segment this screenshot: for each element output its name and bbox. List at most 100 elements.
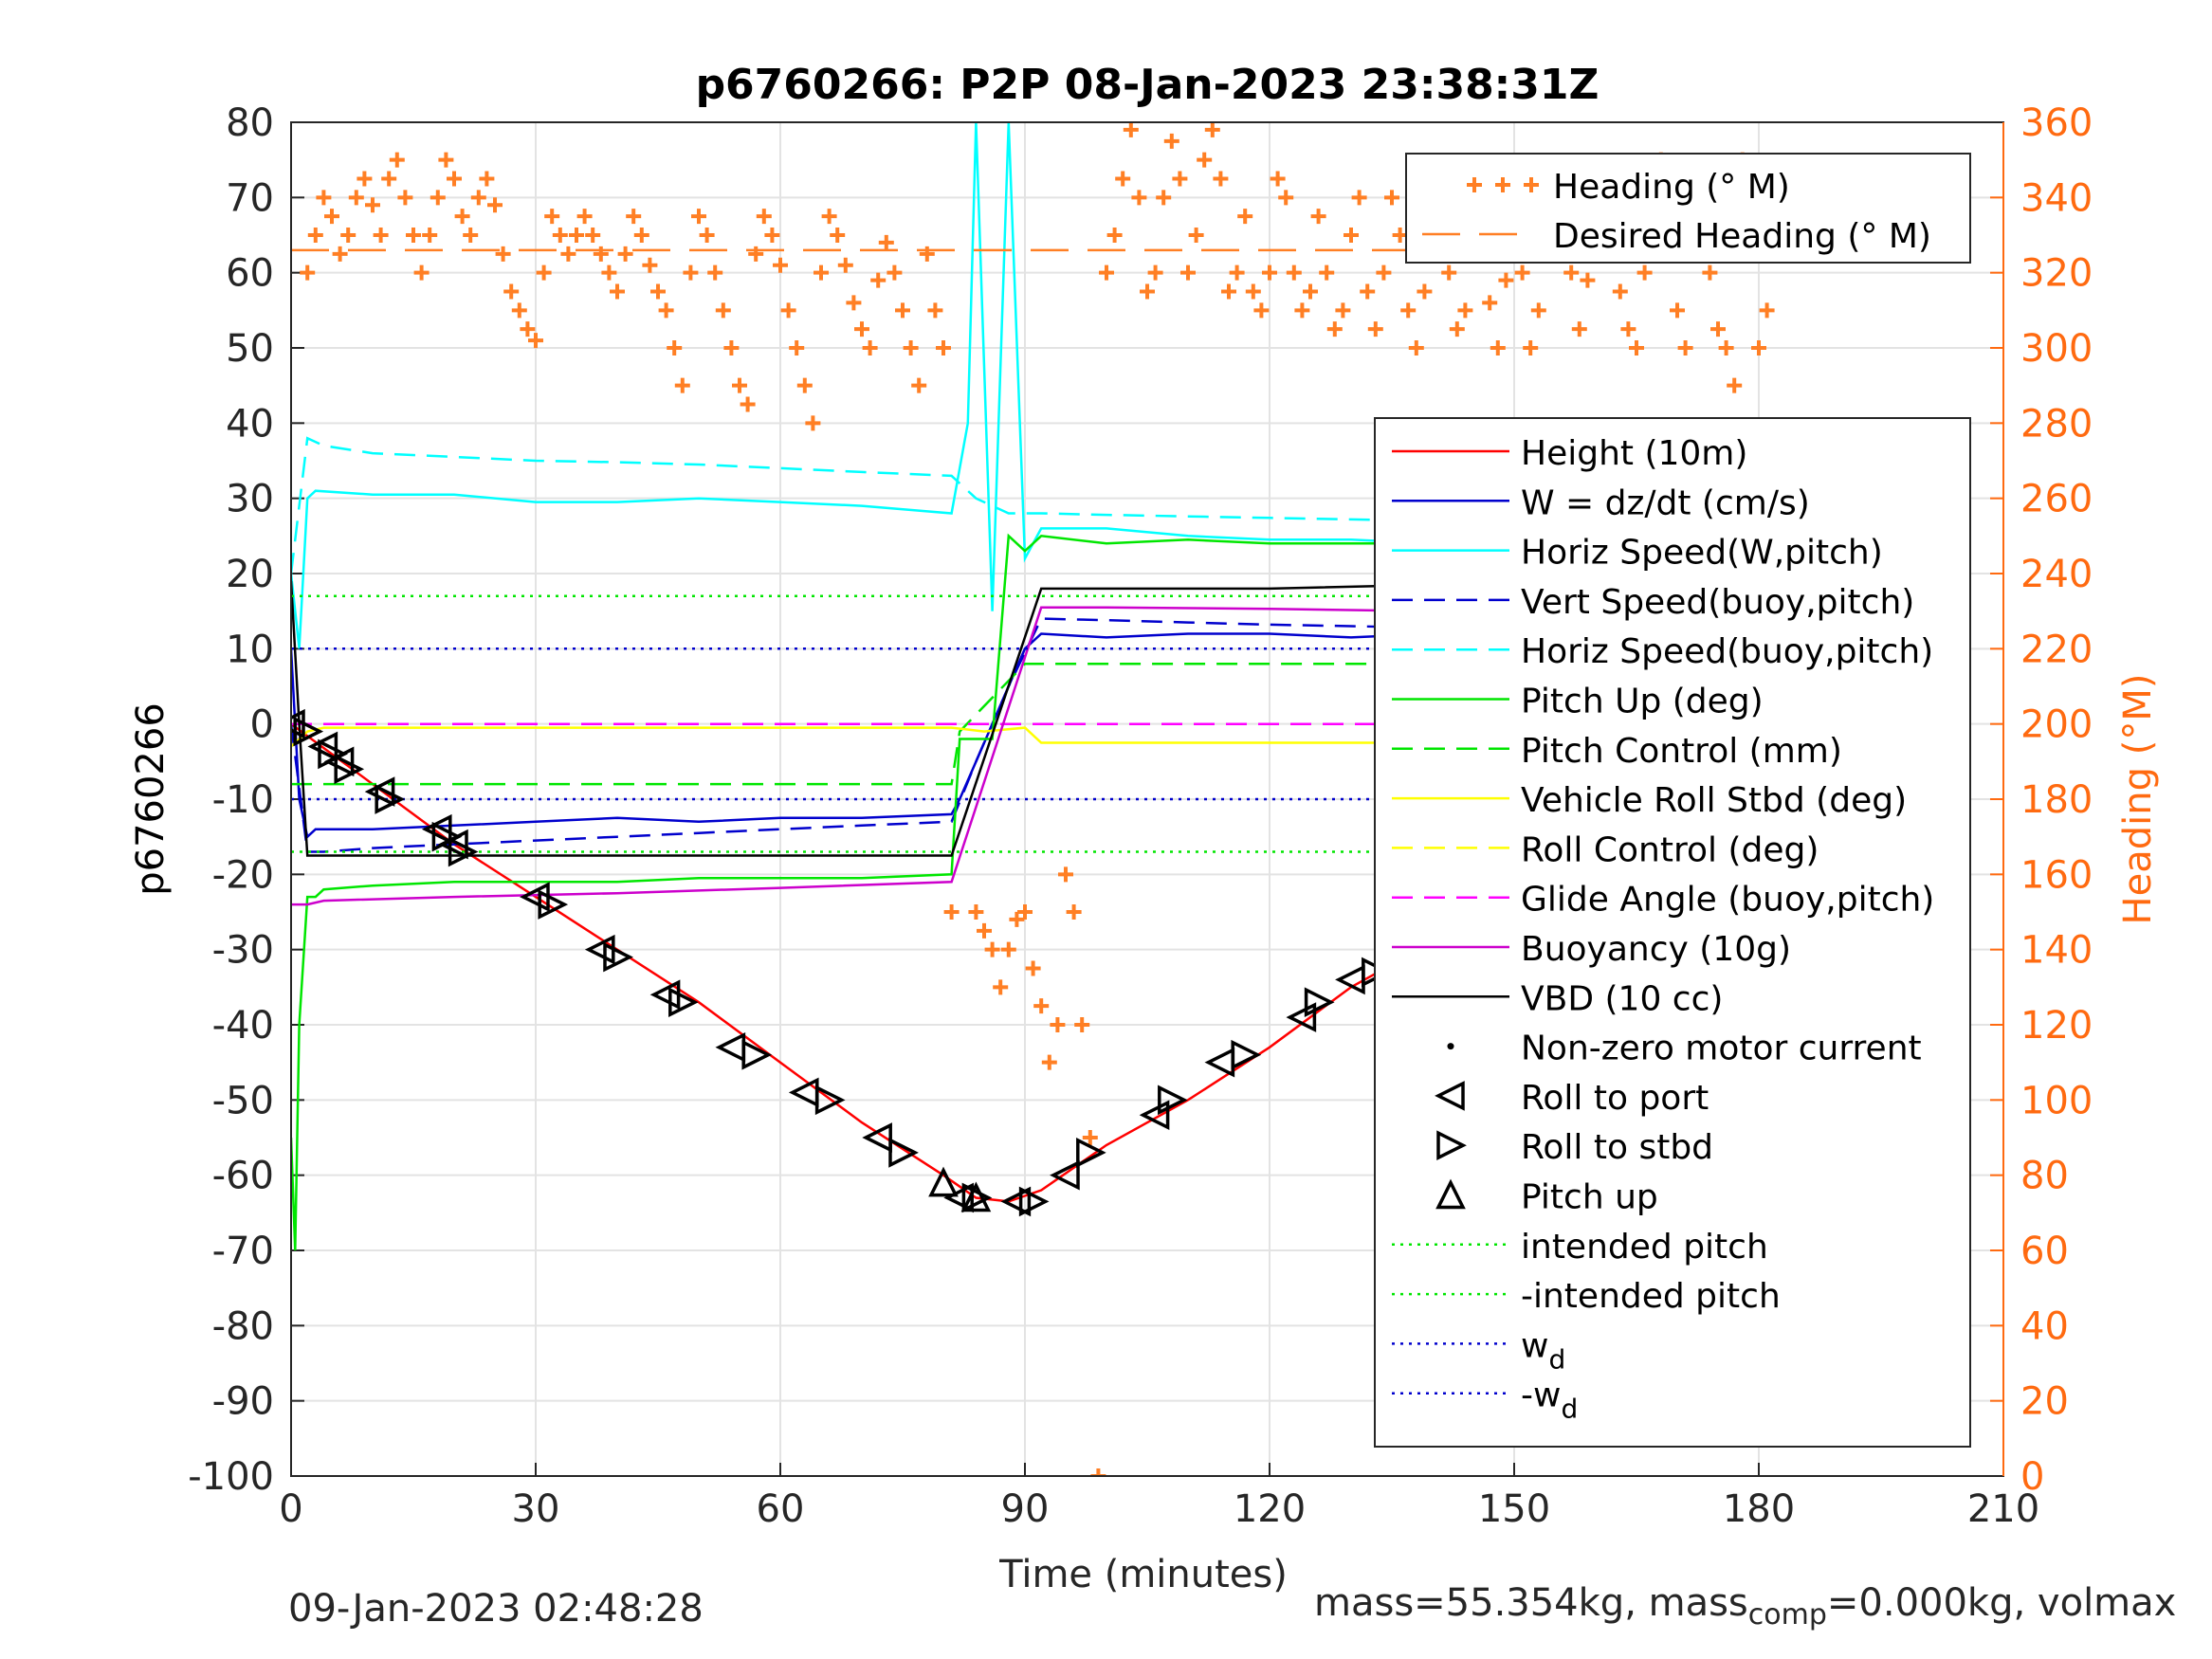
roll-stbd-marker (741, 1039, 773, 1070)
heading-point (862, 340, 878, 356)
heading-point (1000, 941, 1016, 957)
legend-label: Roll Control (deg) (1521, 830, 1819, 869)
heading-legend-sample (1524, 177, 1539, 192)
heading-point (381, 171, 397, 187)
x-tick-label: 150 (1478, 1487, 1550, 1531)
x-tick-label: 30 (512, 1487, 560, 1531)
heading-point (585, 228, 601, 243)
legend-label: -intended pitch (1521, 1277, 1781, 1316)
heading-point (511, 302, 527, 319)
y2-tick-label: 320 (2020, 252, 2093, 296)
heading-point (650, 283, 666, 300)
heading-point (1140, 283, 1155, 300)
y2-tick-label: 340 (2020, 176, 2093, 220)
heading-point (837, 257, 853, 273)
heading-point (658, 302, 674, 319)
legend-label: -wd (1521, 1376, 1578, 1425)
heading-point (569, 228, 584, 243)
y2-tick-label: 120 (2020, 1004, 2093, 1048)
chart-title: p6760266: P2P 08-Jan-2023 23:38:31Z (696, 61, 1600, 109)
heading-point (356, 171, 373, 187)
pitch-up-marker (928, 1166, 959, 1197)
heading-point (943, 904, 960, 920)
heading-point (365, 197, 380, 213)
x-tick-label: 180 (1723, 1487, 1795, 1531)
footer-timestamp: 09-Jan-2023 02:48:28 (288, 1587, 704, 1631)
y-tick-label: 20 (226, 553, 274, 596)
heading-point (1262, 264, 1277, 281)
legend-label: Pitch Up (deg) (1521, 683, 1764, 721)
heading-point (1074, 1017, 1090, 1032)
heading-point (430, 190, 446, 206)
heading-legend-label: Desired Heading (° M) (1553, 217, 1931, 256)
heading-point (1351, 190, 1367, 206)
heading-point (1571, 321, 1587, 337)
heading-point (927, 302, 943, 319)
heading-point (470, 190, 486, 206)
heading-point (601, 264, 617, 281)
heading-point (977, 922, 992, 939)
y-tick-label: -100 (188, 1455, 274, 1499)
heading-point (1514, 264, 1530, 281)
heading-point (911, 377, 927, 393)
heading-point (723, 340, 740, 356)
heading-point (1677, 340, 1693, 356)
heading-point (1229, 264, 1245, 281)
heading-point (878, 234, 894, 250)
heading-point (495, 246, 511, 262)
x-axis-label: Time (minutes) (998, 1553, 1288, 1596)
x-tick-label: 90 (1001, 1487, 1050, 1531)
y-tick-label: -50 (212, 1079, 274, 1122)
y-tick-label: -60 (212, 1155, 274, 1198)
footer-mass-sub: comp (1747, 1598, 1827, 1632)
heading-point (1197, 152, 1213, 168)
heading-point (536, 264, 552, 281)
heading-point (1417, 283, 1433, 300)
heading-point (1163, 133, 1179, 149)
heading-point (307, 228, 323, 243)
roll-stbd-marker (431, 821, 463, 852)
y2-tick-label: 0 (2020, 1455, 2044, 1499)
main-legend: Height (10m) W = dz/dt (cm/s) Horiz Speed(… (1374, 417, 1971, 1448)
heading-point (1294, 302, 1310, 319)
y2-tick-label: 300 (2020, 327, 2093, 371)
heading-point (1629, 340, 1644, 356)
heading-point (691, 209, 706, 225)
heading-point (1188, 228, 1204, 243)
heading-point (699, 228, 715, 243)
heading-point (1066, 904, 1082, 920)
x-tick-label: 60 (757, 1487, 805, 1531)
x-tick-label: 0 (279, 1487, 302, 1531)
roll-stbd-marker (293, 716, 324, 747)
heading-point (1498, 272, 1514, 288)
heading-point (610, 283, 625, 300)
heading-point (1392, 228, 1408, 243)
heading-point (1147, 264, 1163, 281)
heading-legend-sample (1495, 177, 1510, 192)
heading-point (1131, 190, 1147, 206)
x-tick-label: 210 (1967, 1487, 2039, 1531)
heading-point (1326, 321, 1343, 337)
heading-point (854, 321, 869, 337)
y2-tick-label: 220 (2020, 628, 2093, 671)
heading-point (1033, 998, 1050, 1014)
y2-tick-label: 20 (2020, 1380, 2069, 1424)
heading-point (1123, 122, 1139, 137)
heading-point (1612, 283, 1628, 300)
y-axis-label: p6760266 (129, 702, 173, 896)
roll-stbd-marker (888, 1138, 919, 1168)
heading-point (1213, 171, 1229, 187)
heading-point (642, 257, 658, 273)
heading-point (1180, 264, 1196, 281)
heading-point (463, 228, 479, 243)
roll-port-marker (1139, 1100, 1170, 1131)
heading-point (748, 246, 764, 262)
heading-point (1367, 321, 1383, 337)
legend-label: W = dz/dt (cm/s) (1521, 483, 1810, 522)
y2-tick-label: 260 (2020, 478, 2093, 521)
heading-point (1449, 321, 1465, 337)
heading-point (373, 228, 389, 243)
legend-label: Pitch Control (mm) (1521, 732, 1842, 771)
heading-point (1670, 302, 1685, 319)
heading-point (993, 979, 1009, 995)
